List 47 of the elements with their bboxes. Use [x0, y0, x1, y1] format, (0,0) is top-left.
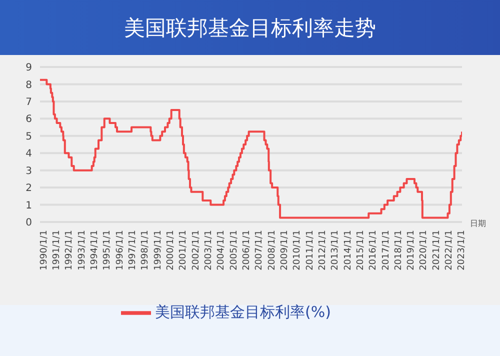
- x-tick-label: 2015/1/1: [356, 230, 366, 270]
- y-tick-label: 6: [26, 114, 32, 126]
- x-tick-label: 2003/1/1: [204, 230, 214, 270]
- y-tick-label: 5: [26, 131, 32, 142]
- legend-label: 美国联邦基金目标利率(%): [155, 303, 331, 322]
- x-tick-label: 2018/1/1: [394, 230, 404, 270]
- x-tick-label: 2013/1/1: [330, 230, 341, 270]
- x-tick-label: 2016/1/1: [368, 230, 379, 270]
- x-tick-label: 1999/1/1: [153, 230, 164, 270]
- y-tick-label: 4: [26, 148, 32, 160]
- x-tick-label: 1994/1/1: [90, 230, 100, 270]
- x-tick-label: 2012/1/1: [318, 230, 328, 270]
- y-tick-label: 3: [26, 166, 32, 177]
- x-tick-label: 2011/1/1: [305, 230, 316, 270]
- y-tick-label: 0: [26, 218, 32, 229]
- x-tick-label: 1996/1/1: [115, 230, 126, 270]
- x-tick-label: 2004/1/1: [216, 230, 227, 270]
- x-tick-label: 2007/1/1: [254, 230, 265, 270]
- x-tick-label: 2005/1/1: [229, 230, 240, 270]
- x-tick-label: 1998/1/1: [140, 230, 151, 270]
- x-tick-label: 2019/1/1: [406, 230, 417, 270]
- x-tick-label: 2008/1/1: [267, 230, 278, 270]
- x-tick-label: 1992/1/1: [64, 230, 75, 270]
- x-tick-label: 1995/1/1: [102, 230, 113, 270]
- y-tick-label: 8: [26, 80, 32, 91]
- x-tick-label: 2010/1/1: [292, 230, 303, 270]
- x-axis-title: 日期: [470, 219, 486, 228]
- x-tick-label: 2023/1/1: [457, 230, 468, 270]
- x-tick-label: 1997/1/1: [128, 230, 138, 270]
- x-tick-label: 1993/1/1: [77, 230, 88, 270]
- y-tick-label: 2: [26, 183, 32, 194]
- x-tick-label: 2021/1/1: [432, 230, 442, 270]
- x-tick-label: 2000/1/1: [166, 230, 176, 270]
- x-tick-label: 1990/1/1: [39, 230, 50, 270]
- x-tick-label: 2022/1/1: [444, 230, 455, 270]
- x-tick-label: 1991/1/1: [52, 230, 62, 270]
- x-tick-label: 2006/1/1: [242, 230, 252, 270]
- x-tick-label: 2017/1/1: [381, 230, 392, 270]
- x-tick-label: 2020/1/1: [419, 230, 430, 270]
- y-tick-label: 1: [26, 200, 32, 212]
- y-tick-label: 7: [26, 96, 32, 108]
- x-tick-label: 2009/1/1: [280, 230, 290, 270]
- chart-title: 美国联邦基金目标利率走势: [0, 0, 500, 55]
- x-tick-label: 2002/1/1: [191, 230, 202, 270]
- x-tick-label: 2001/1/1: [178, 230, 189, 270]
- x-tick-label: 2014/1/1: [343, 230, 354, 270]
- y-tick-label: 9: [26, 62, 32, 74]
